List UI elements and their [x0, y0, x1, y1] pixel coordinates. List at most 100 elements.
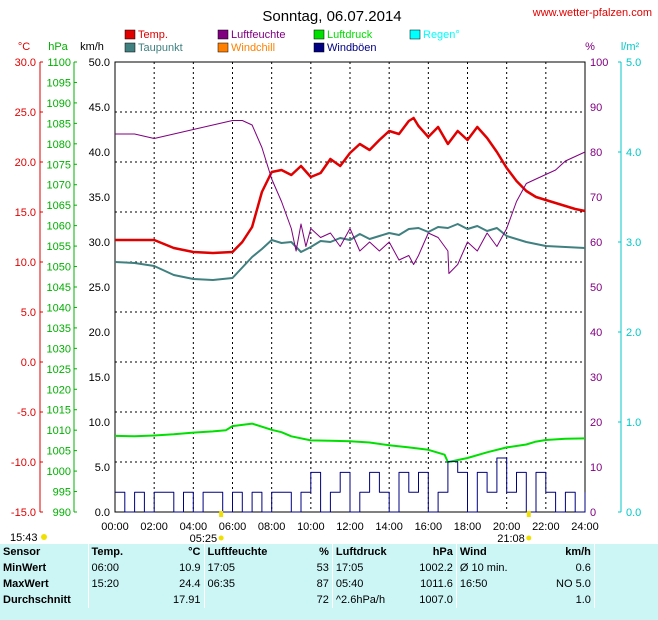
wind-value: 1.0: [575, 594, 591, 606]
tick-label-hpa: 1100: [47, 57, 71, 69]
tick-label-percent: 80: [590, 147, 602, 159]
tick-label-hpa: 1040: [47, 302, 71, 314]
tick-label-hpa: 990: [53, 507, 71, 519]
hdr-druck-unit: hPa: [432, 546, 453, 558]
tick-label-kmh: 10.0: [89, 417, 110, 429]
axis-unit-celsius: °C: [18, 41, 30, 53]
legend-swatch: [313, 29, 325, 40]
hdr-feuchte-unit: %: [319, 546, 329, 558]
tick-label-celsius: 25.0: [15, 107, 36, 119]
stats-row-max: MaxWert 15:20 24.4 06:35 87 05:40 1011.6…: [0, 576, 601, 592]
tick-label-rain: 4.0: [626, 147, 641, 159]
feuchte-time: [203, 592, 271, 608]
tick-label-hpa: 1055: [47, 241, 71, 253]
series-line-luftfeuchte: [115, 120, 586, 274]
temp-value: 17.91: [172, 594, 201, 606]
tick-label-celsius: 15.0: [15, 207, 36, 219]
axis-unit-rain: l/m²: [621, 41, 640, 53]
legend-label: Luftfeuchte: [231, 29, 285, 41]
series-line-temp-: [115, 116, 586, 255]
row-label: MinWert: [3, 562, 47, 574]
tick-label-percent: 60: [590, 237, 602, 249]
tick-label-kmh: 15.0: [89, 372, 110, 384]
tick-label-rain: 3.0: [626, 237, 641, 249]
temp-time: 15:20: [87, 576, 142, 592]
tick-label-percent: 10: [590, 462, 602, 474]
druck-time: 17:05: [331, 560, 395, 576]
tick-label-kmh: 30.0: [89, 237, 110, 249]
x-tick-label: 10:00: [297, 521, 325, 533]
hdr-wind: Wind: [455, 544, 525, 560]
tick-label-rain: 5.0: [626, 57, 641, 69]
druck-time: ^2.6hPa/h: [331, 592, 395, 608]
series-line-luftdruck: [114, 422, 586, 464]
tick-label-percent: 90: [590, 102, 602, 114]
site-link[interactable]: www.wetter-pfalzen.com: [532, 7, 652, 19]
x-tick-label: 00:00: [101, 521, 129, 533]
tick-label-hpa: 1075: [47, 159, 71, 171]
tick-label-kmh: 0.0: [95, 507, 110, 519]
tick-label-hpa: 1000: [47, 466, 71, 478]
x-tick-label: 18:00: [454, 521, 482, 533]
tick-label-hpa: 1095: [47, 77, 71, 89]
tick-label-hpa: 1070: [47, 180, 71, 192]
sun-markers: 05:25 21:08: [190, 511, 532, 544]
tick-label-kmh: 40.0: [89, 147, 110, 159]
weather-chart: Sonntag, 06.07.2014 www.wetter-pfalzen.c…: [10, 7, 652, 544]
legend-swatch: [124, 29, 136, 40]
tick-label-hpa: 1085: [47, 118, 71, 130]
tick-label-hpa: 1060: [47, 221, 71, 233]
x-tick-label: 02:00: [140, 521, 168, 533]
x-tick-label: 14:00: [375, 521, 403, 533]
stats-row-avg: Durchschnitt 17.91 72 ^2.6hPa/h 1007.0 1…: [0, 592, 601, 608]
sun-marker: [219, 511, 224, 517]
tick-label-hpa: 1030: [47, 343, 71, 355]
stats-header-row: Sensor Temp. °C Luftfeuchte % Luftdruck …: [0, 544, 601, 560]
tick-label-percent: 30: [590, 372, 602, 384]
chart-grid: [115, 62, 585, 512]
tick-label-kmh: 5.0: [95, 462, 110, 474]
stats-row-min: MinWert 06:00 10.9 17:05 53 17:05 1002.2…: [0, 560, 601, 576]
feuchte-value: 53: [316, 562, 329, 574]
hdr-feuchte: Luftfeuchte: [203, 544, 271, 560]
tick-label-kmh: 20.0: [89, 327, 110, 339]
tick-label-percent: 70: [590, 192, 602, 204]
axis-unit-hpa: hPa: [48, 41, 68, 53]
hdr-wind-unit: km/h: [565, 546, 591, 558]
wind-time: [455, 592, 525, 608]
tick-label-celsius: 0.0: [21, 357, 36, 369]
tick-label-hpa: 1090: [47, 98, 71, 110]
row-label: Durchschnitt: [3, 594, 71, 606]
tick-label-hpa: 1065: [47, 200, 71, 212]
sun-marker: [526, 511, 531, 517]
tick-label-percent: 50: [590, 282, 602, 294]
tick-label-percent: 40: [590, 327, 602, 339]
tick-label-celsius: -15.0: [11, 507, 36, 519]
tick-label-rain: 2.0: [626, 327, 641, 339]
tick-label-hpa: 1020: [47, 384, 71, 396]
tick-label-celsius: 5.0: [21, 307, 36, 319]
x-tick-label: 08:00: [258, 521, 286, 533]
tick-label-hpa: 1010: [47, 425, 71, 437]
row-label: MaxWert: [3, 578, 49, 590]
tick-label-hpa: 1025: [47, 364, 71, 376]
x-tick-label: 22:00: [532, 521, 560, 533]
tick-label-percent: 100: [590, 57, 608, 69]
temp-time: 06:00: [87, 560, 142, 576]
chart-legend: Temp. Luftfeuchte Luftdruck Regen° Taupunkt W…: [124, 29, 460, 54]
druck-value: 1002.2: [419, 562, 453, 574]
tick-label-celsius: 10.0: [15, 257, 36, 269]
wind-time: Ø 10 min.: [455, 560, 525, 576]
legend-swatch: [409, 29, 421, 40]
sun-marker-label: 21:08: [497, 533, 525, 544]
tick-label-percent: 20: [590, 417, 602, 429]
tick-label-celsius: 30.0: [15, 57, 36, 69]
legend-swatch: [217, 42, 229, 53]
wind-value: NO 5.0: [556, 578, 591, 590]
tick-label-hpa: 1080: [47, 139, 71, 151]
legend-label: Regen°: [423, 29, 460, 41]
tick-label-kmh: 25.0: [89, 282, 110, 294]
tick-label-celsius: -5.0: [17, 407, 36, 419]
tick-label-kmh: 50.0: [89, 57, 110, 69]
sun-icon: [41, 534, 47, 540]
